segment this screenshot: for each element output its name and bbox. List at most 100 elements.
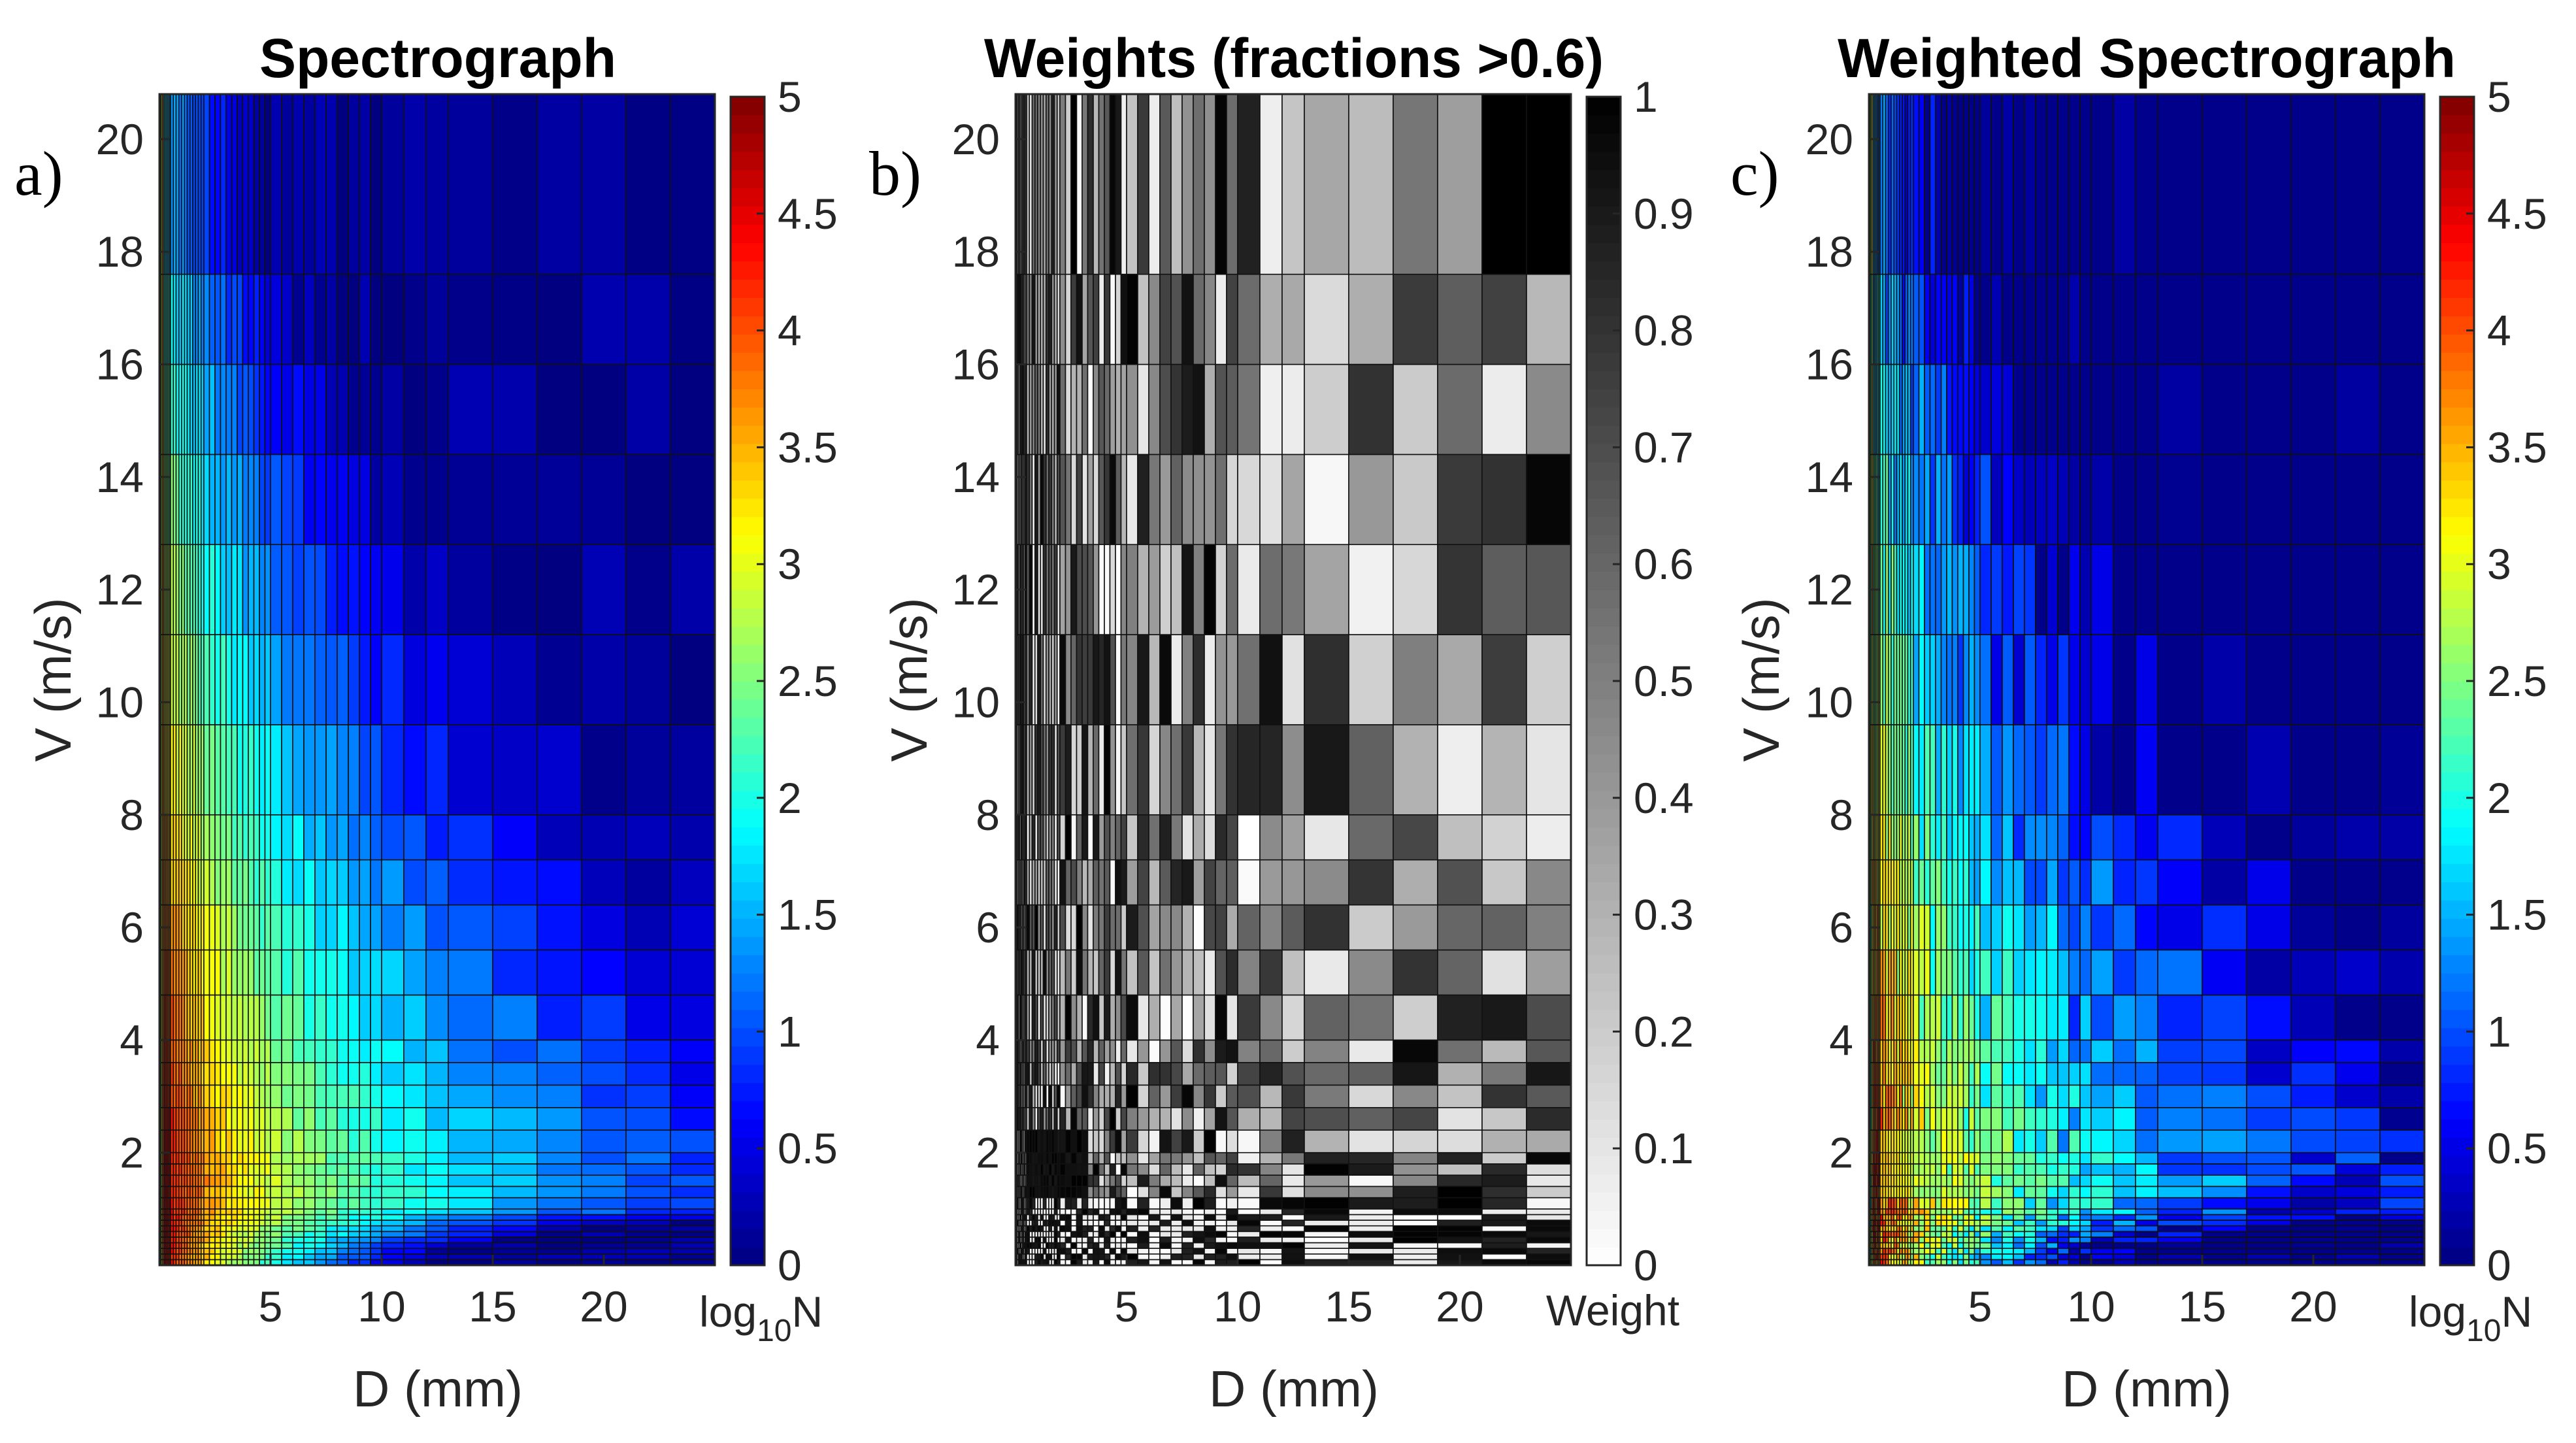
heatmap-cell bbox=[1109, 1242, 1116, 1249]
heatmap-cell bbox=[2079, 1242, 2092, 1249]
heatmap-cell bbox=[1968, 1248, 1975, 1255]
heatmap-cell bbox=[1204, 724, 1216, 816]
heatmap-cell bbox=[2068, 1039, 2081, 1063]
heatmap-cell bbox=[292, 859, 305, 906]
heatmap-cell bbox=[1082, 1152, 1089, 1165]
heatmap-cell bbox=[203, 994, 210, 1041]
heatmap-cell bbox=[1215, 949, 1227, 996]
heatmap-cell bbox=[1104, 1242, 1111, 1249]
heatmap-cell bbox=[359, 1236, 371, 1244]
heatmap-cell bbox=[1990, 1197, 2003, 1210]
heatmap-cell bbox=[1193, 454, 1205, 546]
heatmap-cell bbox=[537, 1242, 582, 1249]
heatmap-cell bbox=[292, 93, 305, 275]
heatmap-cell bbox=[1059, 1236, 1066, 1244]
heatmap-cell bbox=[242, 1106, 249, 1131]
heatmap-cell bbox=[1059, 1231, 1066, 1238]
heatmap-cell bbox=[303, 634, 316, 725]
heatmap-cell bbox=[1070, 1106, 1078, 1131]
y-tick-label: 2 bbox=[120, 1129, 144, 1177]
heatmap-cell bbox=[2079, 93, 2092, 275]
heatmap-cell bbox=[1979, 1208, 1992, 1216]
heatmap-cell bbox=[214, 724, 222, 816]
heatmap-cell bbox=[2113, 273, 2136, 365]
heatmap-cell bbox=[1137, 1197, 1149, 1210]
heatmap-cell bbox=[403, 814, 427, 861]
heatmap-cell bbox=[1093, 1248, 1100, 1255]
heatmap-cell bbox=[1935, 949, 1942, 996]
heatmap-cell bbox=[1098, 454, 1105, 546]
heatmap-cell bbox=[1968, 1225, 1975, 1233]
heatmap-cell bbox=[337, 1231, 349, 1238]
heatmap-cell bbox=[264, 1219, 271, 1227]
heatmap-cell bbox=[625, 544, 671, 635]
heatmap-cell bbox=[2090, 1186, 2114, 1199]
heatmap-cell bbox=[208, 273, 216, 365]
heatmap-cell bbox=[325, 1225, 338, 1233]
heatmap-cell bbox=[625, 1248, 671, 1255]
heatmap-cell bbox=[1109, 544, 1116, 635]
heatmap-cell bbox=[2090, 1062, 2114, 1086]
heatmap-cell bbox=[242, 454, 249, 546]
heatmap-cell bbox=[270, 454, 282, 546]
heatmap-cell bbox=[1918, 363, 1925, 456]
heatmap-cell bbox=[2046, 1231, 2058, 1238]
heatmap-cell bbox=[2035, 1214, 2047, 1221]
heatmap-cell bbox=[1526, 1039, 1572, 1063]
heatmap-cell bbox=[337, 1174, 349, 1187]
heatmap-cell bbox=[225, 994, 233, 1041]
heatmap-cell bbox=[1137, 1225, 1149, 1233]
colorbar-swatch bbox=[731, 151, 765, 171]
colorbar-swatch bbox=[1587, 1192, 1621, 1211]
heatmap-cell bbox=[1935, 454, 1942, 546]
heatmap-cell bbox=[1076, 1231, 1083, 1238]
heatmap-cell bbox=[2013, 1163, 2025, 1176]
heatmap-cell bbox=[448, 1219, 493, 1227]
heatmap-cell bbox=[1957, 859, 1964, 906]
heatmap-cell bbox=[1946, 1236, 1953, 1244]
heatmap-cell bbox=[1348, 1186, 1394, 1199]
heatmap-cell bbox=[1929, 273, 1936, 365]
colorbar-swatch bbox=[1587, 1174, 1621, 1193]
heatmap-cell bbox=[1098, 1197, 1105, 1210]
heatmap-cell bbox=[325, 1214, 338, 1221]
heatmap-cell bbox=[2157, 1197, 2203, 1210]
heatmap-cell bbox=[1115, 1129, 1122, 1153]
heatmap-cell bbox=[1918, 1225, 1925, 1233]
heatmap-cell bbox=[1940, 1186, 1947, 1199]
heatmap-cell bbox=[1990, 814, 2003, 861]
heatmap-cell bbox=[448, 1062, 493, 1086]
heatmap-cell bbox=[581, 1152, 627, 1165]
colorbar-swatch bbox=[731, 1155, 765, 1174]
heatmap-cell bbox=[1170, 363, 1183, 456]
heatmap-cell bbox=[448, 1242, 493, 1249]
colorbar-swatch bbox=[1587, 1064, 1621, 1084]
heatmap-cell bbox=[2057, 1214, 2070, 1221]
heatmap-cell bbox=[581, 634, 627, 725]
heatmap-cell bbox=[370, 93, 382, 275]
heatmap-cell bbox=[370, 1163, 382, 1176]
heatmap-cell bbox=[1526, 1152, 1572, 1165]
heatmap-cell bbox=[1990, 1106, 2003, 1131]
heatmap-cell bbox=[1393, 1152, 1438, 1165]
heatmap-cell bbox=[1137, 1039, 1149, 1063]
heatmap-cell bbox=[2135, 634, 2158, 725]
heatmap-cell bbox=[1098, 93, 1105, 275]
heatmap-cell bbox=[2068, 363, 2081, 456]
heatmap-cell bbox=[1087, 93, 1094, 275]
heatmap-cell bbox=[1093, 994, 1100, 1041]
heatmap-cell bbox=[1115, 93, 1122, 275]
heatmap-cell bbox=[208, 1253, 216, 1261]
heatmap-cell bbox=[1962, 1231, 1970, 1238]
heatmap-cell bbox=[1929, 814, 1936, 861]
heatmap-cell bbox=[403, 1129, 427, 1153]
colorbar-tick-label: 0.5 bbox=[1634, 657, 1694, 705]
heatmap-cell bbox=[1065, 814, 1072, 861]
heatmap-cell bbox=[1159, 1214, 1172, 1221]
heatmap-cell bbox=[1946, 1163, 1953, 1176]
heatmap-cell bbox=[492, 724, 538, 816]
heatmap-cell bbox=[1226, 904, 1238, 951]
heatmap-cell bbox=[1120, 1208, 1127, 1216]
heatmap-cell bbox=[581, 1225, 627, 1233]
heatmap-cell bbox=[231, 1186, 238, 1199]
